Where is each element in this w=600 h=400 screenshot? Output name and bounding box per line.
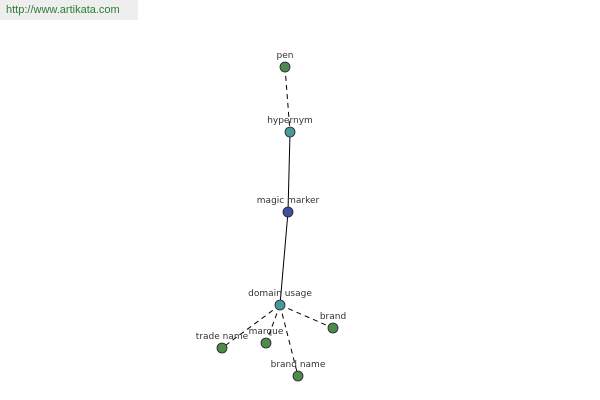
edge	[284, 66, 291, 133]
node-label: brand	[320, 312, 346, 322]
node-label: magic marker	[257, 196, 320, 206]
edge	[279, 211, 289, 306]
edge	[287, 131, 291, 213]
node-label: domain usage	[248, 289, 312, 299]
node-label: brand name	[271, 360, 326, 370]
node	[327, 322, 339, 334]
edge	[221, 304, 281, 349]
node	[282, 206, 294, 218]
node-label: hypernym	[267, 116, 313, 126]
site-url: http://www.artikata.com	[0, 0, 138, 20]
edge	[279, 304, 334, 329]
edge	[279, 304, 299, 377]
node	[216, 342, 228, 354]
node	[284, 126, 296, 138]
node-label: marque	[249, 327, 284, 337]
node	[274, 299, 286, 311]
node-label: trade name	[196, 332, 249, 342]
node-label: pen	[277, 51, 294, 61]
node	[292, 370, 304, 382]
node	[260, 337, 272, 349]
node	[279, 61, 291, 73]
edge	[265, 304, 281, 344]
